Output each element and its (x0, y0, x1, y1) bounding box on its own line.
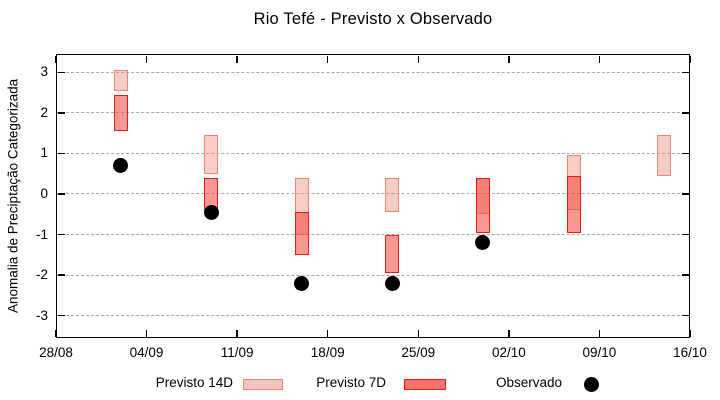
observed-dot (384, 275, 400, 291)
x-tick-mark (598, 329, 601, 337)
forecast-7d-bar (113, 94, 128, 132)
forecast-7d-bar (385, 234, 400, 274)
y-tick-label: 0 (40, 185, 48, 201)
observed-dot (203, 204, 219, 220)
y-tick-mark (681, 274, 689, 276)
x-tick-mark (145, 55, 148, 63)
y-tick-label: 2 (40, 104, 48, 120)
x-tick-mark (55, 329, 57, 337)
forecast-7d-bar (566, 175, 581, 233)
observado-dot-icon (584, 377, 599, 392)
y-tick-mark (681, 152, 689, 155)
x-tick-mark (326, 329, 329, 337)
x-tick-label: 09/10 (582, 345, 617, 360)
x-tick-mark (236, 55, 238, 63)
gridline (56, 112, 690, 114)
observed-dot (113, 158, 129, 174)
y-tick-mark (57, 112, 65, 114)
legend-label-previsto-14d: Previsto 14D (155, 375, 233, 390)
gridline (56, 152, 690, 154)
observed-dot (475, 235, 491, 251)
y-tick-mark (57, 152, 65, 155)
gridline (56, 71, 690, 73)
gridline (56, 193, 690, 195)
gridline (56, 315, 690, 317)
legend-label-previsto-7d: Previsto 7D (316, 375, 386, 390)
y-tick-mark (57, 233, 65, 236)
x-tick-mark (689, 55, 691, 63)
previsto-14d-swatch-icon (243, 379, 283, 390)
x-tick-mark (417, 329, 420, 337)
y-tick-mark (681, 233, 689, 236)
forecast-7d-bar (475, 177, 490, 233)
gridline (56, 234, 690, 236)
legend-label-observado: Observado (495, 375, 562, 390)
x-tick-mark (689, 329, 691, 337)
y-tick-mark (681, 71, 689, 73)
x-tick-label: 02/10 (491, 345, 526, 360)
x-tick-mark (417, 55, 420, 63)
y-tick-mark (57, 314, 65, 317)
forecast-14d-bar (657, 135, 672, 176)
x-tick-mark (145, 329, 148, 337)
x-tick-label: 25/09 (401, 345, 436, 360)
x-tick-mark (508, 55, 510, 63)
forecast-7d-bar (294, 212, 309, 255)
y-tick-mark (681, 314, 689, 317)
forecast-14d-bar (113, 70, 128, 91)
observed-dot (294, 275, 310, 291)
x-tick-mark (55, 55, 57, 63)
y-tick-mark (57, 71, 65, 73)
previsto-7d-swatch-icon (404, 379, 446, 390)
x-tick-label: 16/10 (673, 345, 707, 360)
y-tick-label: 3 (40, 64, 48, 80)
x-tick-label: 18/09 (310, 345, 345, 360)
chart-title: Rio Tefé - Previsto x Observado (253, 10, 493, 28)
x-tick-mark (508, 329, 510, 337)
y-tick-label: 1 (40, 145, 48, 161)
x-tick-label: 11/09 (220, 345, 254, 360)
y-tick-label: -2 (35, 267, 48, 283)
y-tick-mark (681, 112, 689, 114)
plot-frame (56, 54, 690, 338)
y-tick-mark (57, 274, 65, 276)
x-tick-mark (236, 329, 238, 337)
y-tick-label: -3 (35, 307, 48, 323)
forecast-14d-bar (204, 135, 219, 174)
y-tick-label: -1 (35, 226, 48, 242)
x-tick-label: 04/09 (129, 345, 164, 360)
y-tick-mark (57, 193, 65, 195)
x-tick-mark (326, 55, 329, 63)
x-tick-mark (598, 55, 601, 63)
x-tick-label: 28/08 (39, 345, 73, 360)
gridline (56, 274, 690, 276)
y-tick-mark (681, 193, 689, 195)
forecast-14d-bar (385, 177, 400, 213)
